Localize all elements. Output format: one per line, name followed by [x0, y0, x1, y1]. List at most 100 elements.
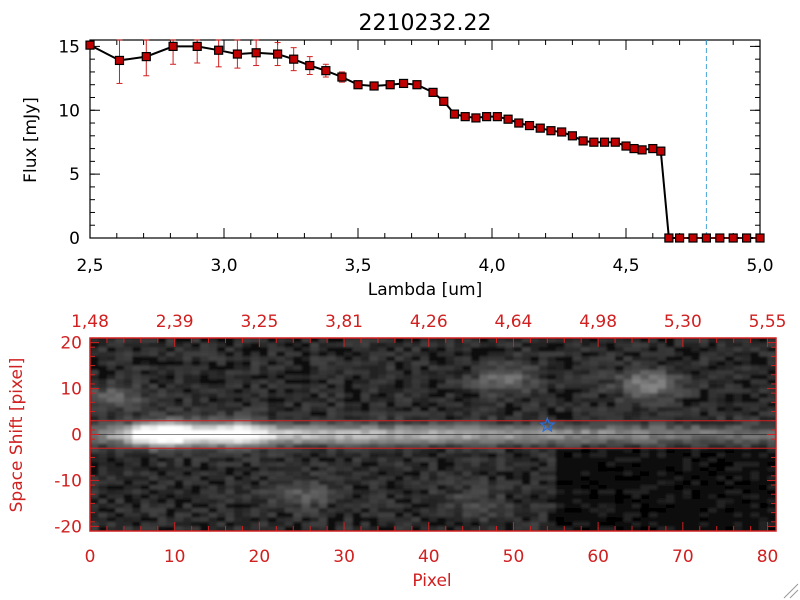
heatmap-cell — [581, 425, 591, 431]
heatmap-cell — [547, 338, 557, 344]
heatmap-cell — [657, 338, 667, 344]
heatmap-cell — [428, 420, 438, 426]
heatmap-cell — [225, 425, 235, 431]
heatmap-cell — [284, 462, 294, 468]
heatmap-cell — [403, 370, 413, 376]
heatmap-cell — [699, 517, 709, 523]
heatmap-cell — [183, 393, 193, 399]
heatmap-cell — [750, 462, 760, 468]
heatmap-cell — [301, 379, 311, 385]
heatmap-cell — [132, 402, 142, 408]
heatmap-cell — [742, 457, 752, 463]
heatmap-cell — [123, 471, 133, 477]
heatmap-cell — [521, 402, 531, 408]
heatmap-cell — [327, 452, 337, 458]
heatmap-cell — [598, 485, 608, 491]
heatmap-cell — [682, 420, 692, 426]
heatmap-cell — [98, 356, 108, 362]
heatmap-cell — [598, 452, 608, 458]
heatmap-cell — [657, 462, 667, 468]
heatmap-cell — [699, 347, 709, 353]
heatmap-cell — [665, 351, 675, 357]
heatmap-cell — [547, 406, 557, 413]
heatmap-cell — [394, 397, 404, 403]
heatmap-cell — [767, 342, 776, 348]
heatmap-cell — [733, 356, 743, 362]
heatmap-cell — [581, 443, 591, 449]
heatmap-cell — [623, 512, 633, 518]
heatmap-cell — [750, 457, 760, 463]
heatmap-cell — [471, 411, 481, 417]
heatmap-cell — [166, 448, 176, 454]
heatmap-cell — [547, 475, 557, 481]
heatmap-cell — [606, 439, 616, 445]
heatmap-cell — [471, 370, 481, 376]
heatmap-cell — [462, 498, 472, 504]
flux-point — [192, 41, 202, 51]
heatmap-cell — [733, 360, 743, 367]
heatmap-cell — [564, 379, 574, 385]
heatmap-cell — [98, 485, 108, 491]
heatmap-cell — [682, 485, 692, 491]
heatmap-cell — [428, 388, 438, 394]
heatmap-cell — [471, 485, 481, 491]
heatmap-cell — [657, 480, 667, 486]
heatmap-cell — [674, 475, 684, 481]
heatmap-cell — [657, 489, 667, 495]
heatmap-cell — [733, 347, 743, 353]
heatmap-cell — [225, 365, 235, 371]
heatmap-cell — [344, 397, 354, 403]
heatmap-cell — [250, 365, 260, 371]
heatmap-cell — [123, 443, 133, 449]
heatmap-cell — [445, 475, 455, 481]
heatmap-cell — [623, 370, 633, 376]
heatmap-cell — [674, 480, 684, 486]
heatmap-cell — [615, 434, 625, 440]
heatmap-cell — [284, 429, 294, 435]
heatmap-cell — [538, 526, 548, 531]
heatmap-cell — [123, 439, 133, 445]
heatmap-cell — [225, 503, 235, 509]
heatmap-cell — [538, 462, 548, 468]
heatmap-cell — [140, 347, 150, 353]
heatmap-cell — [420, 342, 430, 348]
heatmap-cell — [250, 443, 260, 449]
resize-grip-icon[interactable] — [783, 583, 799, 599]
heatmap-cell — [725, 370, 735, 376]
heatmap-cell — [699, 434, 709, 440]
heatmap-cell — [403, 406, 413, 413]
heatmap-cell — [157, 379, 167, 385]
heatmap-cell — [471, 338, 481, 344]
heatmap-cell — [191, 429, 201, 435]
heatmap-cell — [284, 370, 294, 376]
heatmap-cell — [98, 526, 108, 531]
heatmap-cell — [123, 466, 133, 472]
heatmap-cell — [640, 425, 650, 431]
heatmap-cell — [538, 494, 548, 500]
heatmap-cell — [691, 457, 701, 463]
heatmap-cell — [504, 526, 514, 531]
heatmap-cell — [479, 434, 489, 440]
heatmap-cell — [615, 342, 625, 348]
heatmap-cell — [504, 397, 514, 403]
heatmap-cell — [327, 379, 337, 385]
heatmap-cell — [445, 370, 455, 376]
heatmap-cell — [454, 503, 464, 509]
heatmap-cell — [581, 448, 591, 454]
heatmap-cell — [759, 429, 769, 435]
heatmap-cell — [233, 342, 243, 348]
heatmap-cell — [123, 489, 133, 495]
heatmap-cell — [699, 521, 709, 527]
heatmap-cell — [759, 480, 769, 486]
heatmap-cell — [293, 498, 303, 504]
heatmap-cell — [513, 512, 523, 518]
heatmap-cell — [530, 521, 540, 527]
heatmap-cell — [420, 471, 430, 477]
heatmap-cell — [445, 448, 455, 454]
heatmap-cell — [564, 360, 574, 367]
heatmap-cell — [183, 429, 193, 435]
heatmap-cell — [530, 360, 540, 367]
heatmap-cell — [632, 383, 641, 390]
heatmap-cell — [504, 521, 514, 527]
heatmap-cell — [327, 443, 337, 449]
